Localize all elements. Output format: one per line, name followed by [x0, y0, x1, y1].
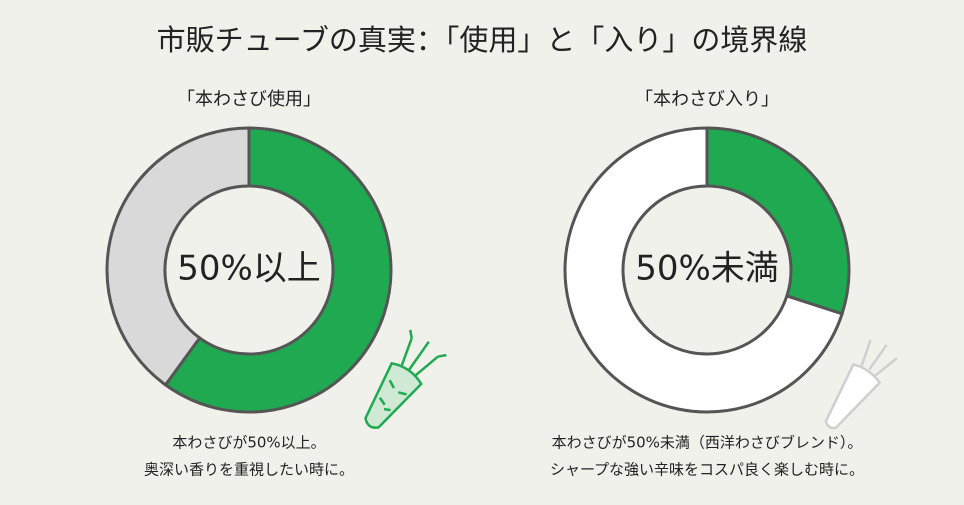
chart-title: 「本わさび入り」: [635, 89, 779, 110]
donut-segment: [105, 126, 251, 387]
wasabi-icon-white: [824, 339, 898, 430]
caption: 奥深い香りを重視したい時に。: [144, 461, 354, 479]
donut-segment: [705, 126, 851, 316]
center-label: 50%未満: [635, 249, 779, 289]
caption: 本わさびが50%以上。: [172, 434, 325, 452]
center-label: 50%以上: [177, 249, 321, 289]
chart-title: 「本わさび使用」: [177, 89, 321, 110]
donut-segment: [563, 126, 844, 414]
page-title: 市販チューブの真実：「使用」と「入り」の境界線: [157, 23, 808, 57]
caption: 本わさびが50%未満（西洋わさびブレンド）。: [552, 434, 863, 452]
donut-segment: [163, 126, 393, 414]
caption: シャープな強い辛味をコスパ良く楽しむ時に。: [550, 461, 864, 479]
wasabi-icon-green: [364, 329, 447, 429]
